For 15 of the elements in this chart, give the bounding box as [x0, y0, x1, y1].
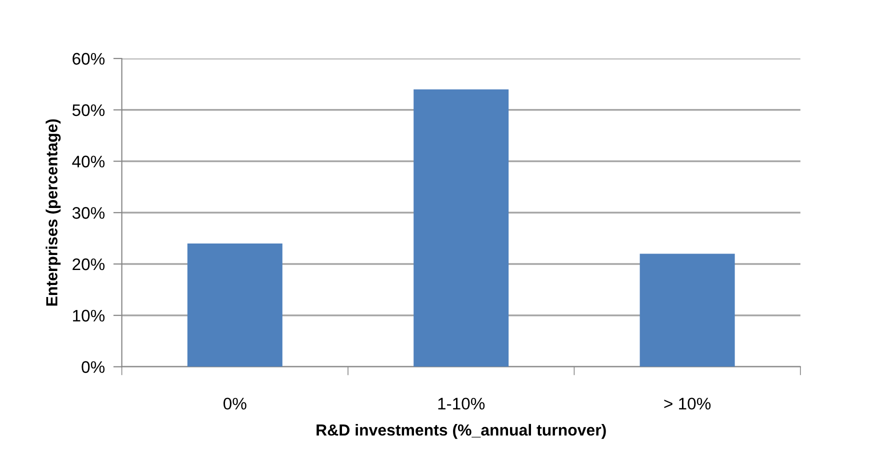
- bar: [640, 254, 735, 367]
- x-tick-label: 0%: [224, 398, 246, 410]
- x-tick-label: > 10%: [664, 398, 711, 410]
- y-axis-title: Enterprises (percentage): [46, 119, 61, 306]
- y-tick-label: 10%: [73, 310, 105, 322]
- x-axis-title: R&D investments (%_annual turnover): [316, 424, 606, 439]
- y-tick-label: 20%: [72, 258, 105, 270]
- y-tick-label: 0%: [82, 361, 105, 373]
- x-tick-label: 1-10%: [438, 398, 485, 410]
- bar: [187, 243, 282, 367]
- bar: [414, 89, 509, 367]
- y-tick-label: 50%: [72, 104, 105, 116]
- y-tick-label: 40%: [72, 156, 105, 168]
- y-tick-label: 60%: [72, 52, 105, 65]
- y-tick-label: 30%: [72, 207, 105, 219]
